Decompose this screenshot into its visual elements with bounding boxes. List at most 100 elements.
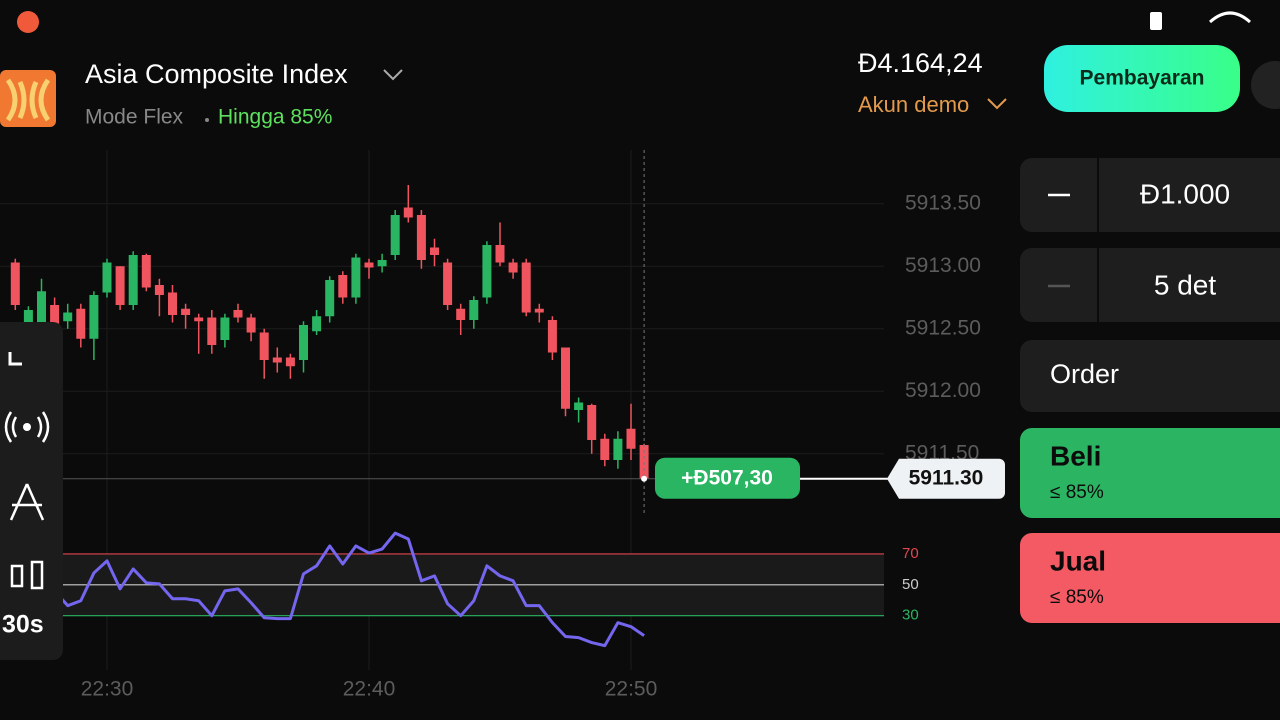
separator-dot: [205, 118, 209, 122]
candle-body: [534, 308, 544, 313]
fullscreen-icon[interactable]: [8, 352, 22, 366]
duration-value[interactable]: 5 det: [1154, 269, 1216, 300]
deposit-button-label[interactable]: Pembayaran: [1080, 67, 1205, 90]
candle-body: [390, 215, 400, 255]
candle-body: [600, 438, 610, 460]
candle-body: [285, 357, 295, 367]
position-profit: +Đ507,30: [681, 466, 773, 489]
candle-body: [259, 332, 269, 360]
candle-body: [207, 317, 217, 345]
position-pill: [655, 457, 800, 499]
amount-value[interactable]: Đ1.000: [1140, 178, 1230, 209]
candle-body: [194, 317, 204, 322]
candle-body: [403, 207, 413, 218]
rsi-level-label: 30: [902, 607, 919, 624]
y-tick-label: 5912.50: [905, 316, 981, 339]
dropdown-chevron[interactable]: [383, 69, 403, 81]
candle-body: [233, 310, 243, 318]
candle-body: [10, 262, 20, 305]
buy-label[interactable]: Beli: [1050, 440, 1101, 471]
account-chevron[interactable]: [987, 98, 1007, 110]
account-type[interactable]: Akun demo: [858, 92, 969, 117]
candle-body: [168, 292, 177, 315]
candle-body: [272, 357, 282, 363]
indicator-icon-waves: [4, 411, 50, 443]
candle-body: [37, 291, 46, 332]
candle-body: [154, 285, 164, 295]
candle-body: [443, 262, 453, 305]
candle-body: [547, 320, 557, 353]
y-tick-label: 5912.00: [905, 379, 981, 402]
candle-body: [364, 262, 374, 268]
x-tick-label: 22:50: [605, 678, 658, 701]
candle-body: [141, 255, 151, 288]
amount-box[interactable]: [1020, 158, 1280, 232]
candle-body: [102, 262, 112, 293]
candle-body: [338, 275, 348, 298]
candle-body: [351, 257, 361, 298]
sell-payout: ≤ 85%: [1050, 587, 1104, 608]
rsi-line: [14, 531, 645, 648]
current-price-dot: [641, 475, 648, 482]
candle-body: [521, 262, 531, 313]
payout-label: Hingga 85%: [218, 106, 332, 129]
x-tick-label: 22:30: [81, 678, 134, 701]
candle-body: [23, 310, 33, 332]
candle-body: [115, 266, 125, 305]
order-label[interactable]: Order: [1050, 359, 1119, 389]
candle-body: [482, 245, 492, 298]
rsi-level-label: 70: [902, 545, 919, 562]
candle-body: [377, 260, 387, 267]
candle-body: [626, 428, 636, 449]
candle-body: [508, 262, 518, 273]
y-tick-label: 5911.50: [905, 441, 979, 464]
candle-body: [495, 245, 505, 263]
candle-body: [574, 402, 584, 410]
candle-body: [50, 305, 60, 332]
candle-body: [430, 247, 439, 255]
candle-body: [89, 295, 99, 339]
timeframe-label[interactable]: 30s: [2, 611, 44, 639]
indicator-icon[interactable]: [23, 423, 31, 431]
wifi-icon: [1208, 11, 1252, 24]
chart-type-icon[interactable]: [10, 564, 24, 588]
y-tick-label: 5913.50: [905, 191, 981, 214]
candle-body: [456, 308, 466, 320]
candle-body: [181, 308, 191, 315]
duration-box[interactable]: [1020, 248, 1280, 322]
asset-title[interactable]: Asia Composite Index: [85, 59, 348, 89]
status-icon: [17, 11, 39, 33]
candle-body: [639, 445, 649, 479]
chart-type-icon: [30, 560, 44, 590]
candle-body: [469, 300, 479, 320]
candle-body: [325, 280, 335, 317]
balance: Đ4.164,24: [858, 48, 983, 78]
rsi-level-label: 50: [902, 576, 919, 593]
y-tick-label: 5913.00: [905, 254, 981, 277]
current-price-label: 5911.30: [909, 466, 984, 489]
mode-label: Mode Flex: [85, 106, 184, 129]
order-box[interactable]: [1020, 340, 1280, 412]
candle-body: [561, 347, 570, 409]
sell-button[interactable]: [1020, 533, 1280, 623]
status-icon: [1150, 12, 1162, 30]
buy-button[interactable]: [1020, 428, 1280, 518]
candle-body: [76, 308, 86, 339]
asset-logo-art: [5, 78, 51, 122]
deposit-button[interactable]: [1044, 45, 1240, 112]
candle-body: [220, 317, 230, 340]
candle-body: [312, 316, 322, 332]
price-pill: [887, 458, 1005, 499]
profile-button[interactable]: [1251, 61, 1280, 109]
buy-payout: ≤ 85%: [1050, 482, 1104, 503]
x-tick-label: 22:40: [343, 678, 396, 701]
drawing-icon[interactable]: [9, 483, 45, 521]
sell-label[interactable]: Jual: [1050, 545, 1106, 576]
candle-body: [613, 438, 623, 460]
candle-body: [63, 312, 73, 322]
chart-area: [0, 150, 884, 670]
candle-body: [587, 405, 597, 440]
candle-body: [128, 255, 138, 305]
candle-body: [246, 317, 256, 333]
